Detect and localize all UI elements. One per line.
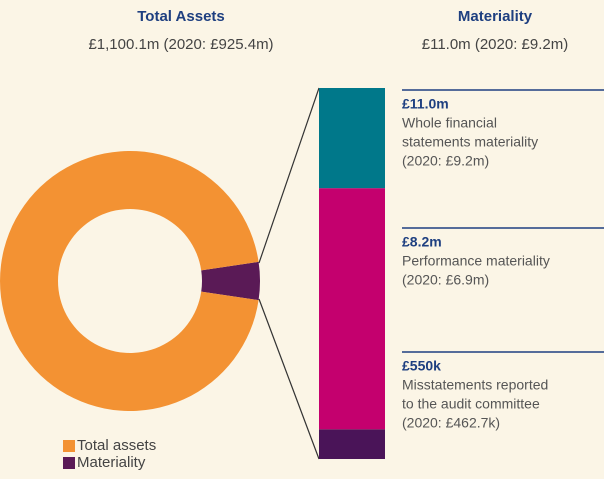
annotation-text: (2020: £462.7k) bbox=[402, 415, 500, 431]
connector bbox=[258, 298, 320, 460]
bar-segment bbox=[319, 88, 385, 189]
bar-segment bbox=[319, 188, 385, 430]
annotation-text: Performance materiality bbox=[402, 253, 550, 269]
annotation-text: (2020: £9.2m) bbox=[402, 153, 489, 169]
legend-swatch bbox=[63, 440, 75, 452]
pie-title: Total Assets bbox=[137, 8, 225, 25]
connector bbox=[258, 87, 320, 264]
legend-label: Total assets bbox=[77, 437, 156, 454]
donut-slice bbox=[201, 261, 261, 301]
annotation-value: £550k bbox=[402, 358, 441, 374]
annotation-value: £11.0m bbox=[402, 96, 449, 112]
bar-segment bbox=[319, 429, 385, 459]
annotation-value: £8.2m bbox=[402, 234, 442, 250]
annotation-text: Misstatements reported bbox=[402, 377, 548, 393]
bar-title: Materiality bbox=[458, 8, 533, 25]
annotation-text: to the audit committee bbox=[402, 396, 540, 412]
legend-swatch bbox=[63, 457, 75, 469]
annotation-text: statements materiality bbox=[402, 134, 538, 150]
annotation-text: (2020: £6.9m) bbox=[402, 272, 489, 288]
donut-slice bbox=[0, 151, 259, 412]
legend-label: Materiality bbox=[77, 454, 146, 471]
annotation-text: Whole financial bbox=[402, 115, 497, 131]
bar-subtitle: £11.0m (2020: £9.2m) bbox=[422, 36, 568, 53]
pie-subtitle: £1,100.1m (2020: £925.4m) bbox=[88, 36, 273, 53]
